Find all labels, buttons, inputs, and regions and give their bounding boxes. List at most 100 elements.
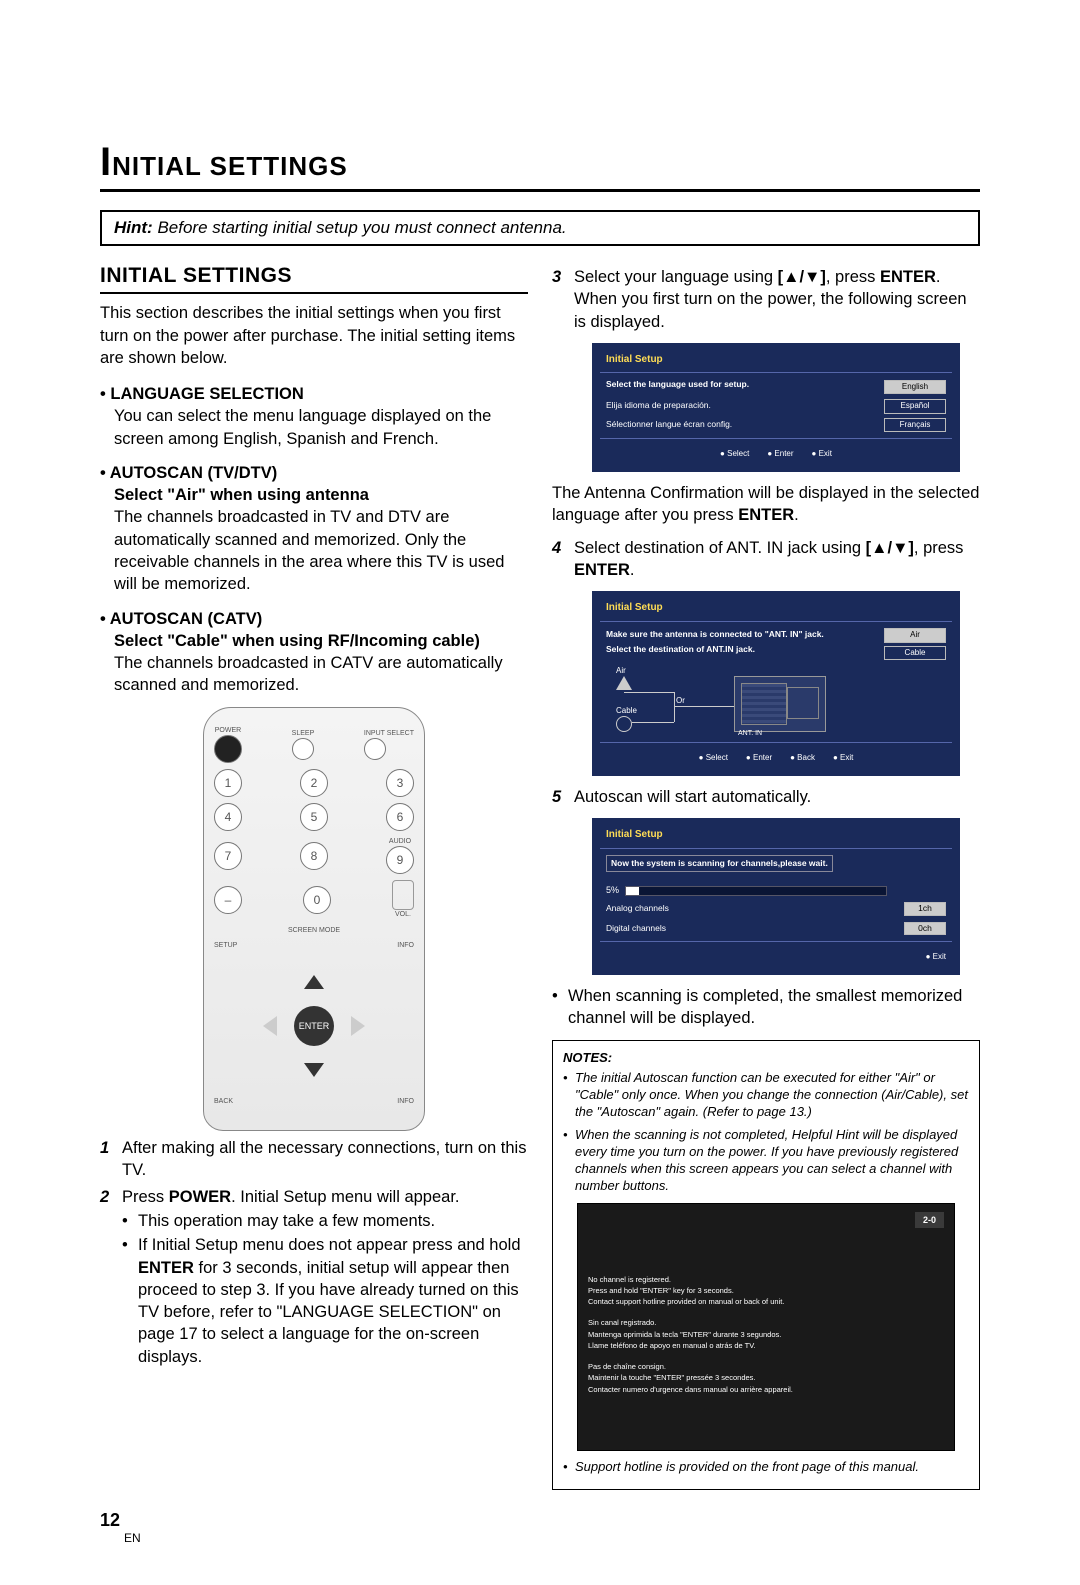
step2-pre: Press	[122, 1188, 169, 1206]
step2-b1: This operation may take a few moments.	[138, 1210, 435, 1232]
remote-info-label: INFO	[397, 941, 414, 950]
helpful-hint-screen: 2-0 No channel is registered.Press and h…	[577, 1203, 955, 1451]
osd2-opt-cable: Cable	[884, 646, 946, 661]
osd1-opt-fr: Français	[884, 418, 946, 433]
osd3-foot-exit: Exit	[926, 952, 946, 963]
step1-num: 1	[100, 1137, 116, 1182]
bullet-dot: •	[122, 1210, 132, 1232]
step5-bullet: When scanning is completed, the smallest…	[568, 985, 980, 1030]
hint-label: Hint:	[114, 218, 153, 237]
osd3-analog-val: 1ch	[904, 902, 946, 915]
chapter-rest: NITIAL SETTINGS	[112, 151, 348, 182]
osd-antenna: Initial Setup Make sure the antenna is c…	[592, 591, 960, 776]
remote-dash: –	[214, 886, 242, 914]
step4-num: 4	[552, 537, 568, 582]
hint-en: No channel is registered. Press and hold …	[588, 1274, 944, 1308]
osd2-opt-air: Air	[884, 628, 946, 643]
step2-b2-bold: ENTER	[138, 1259, 194, 1277]
lang-sel-title: • LANGUAGE SELECTION	[100, 383, 528, 405]
step3-after-text: The Antenna Confirmation will be display…	[552, 482, 980, 527]
step3-after: .	[936, 268, 941, 286]
chapter-rule	[100, 189, 980, 192]
remote-num-4: 4	[214, 803, 242, 831]
step2-post: . Initial Setup menu will appear.	[231, 1188, 459, 1206]
dpad-left-icon	[263, 1016, 277, 1036]
right-column: 3 Select your language using [▲/▼], pres…	[552, 262, 980, 1490]
step5-num: 5	[552, 786, 568, 808]
notes-box: NOTES: •The initial Autoscan function ca…	[552, 1040, 980, 1491]
step2-power: POWER	[169, 1188, 231, 1206]
autoscan-tv-title: • AUTOSCAN (TV/DTV)	[100, 462, 528, 484]
bullet-dot: •	[122, 1234, 132, 1368]
dpad-enter-button: ENTER	[294, 1006, 334, 1046]
step1-text: After making all the necessary connectio…	[122, 1137, 528, 1182]
osd1-foot-enter: Enter	[767, 449, 793, 460]
dpad-down-icon	[304, 1063, 324, 1077]
hint-es2: Mantenga oprimida la tecla "ENTER" duran…	[588, 1330, 781, 1339]
remote-dpad: ENTER	[249, 961, 379, 1091]
step3-mid: , press	[826, 268, 880, 286]
tv-panel-icon	[787, 687, 819, 719]
step2-b2-post: for 3 seconds, initial setup will appear…	[138, 1259, 519, 1366]
osd1-instr: Select the language used for setup.	[606, 379, 749, 390]
notes-n1: The initial Autoscan function can be exe…	[575, 1070, 969, 1121]
step4-mid: , press	[914, 539, 964, 557]
autoscan-tv-sub: Select "Air" when using antenna	[100, 484, 528, 506]
lang-sel-body: You can select the menu language display…	[100, 405, 528, 450]
remote-info2-label: INFO	[397, 1097, 414, 1106]
remote-vol-label: VOL.	[392, 910, 414, 919]
hint-en1: No channel is registered.	[588, 1275, 671, 1284]
intro-text: This section describes the initial setti…	[100, 302, 528, 369]
s3-after-post: .	[794, 506, 799, 524]
remote-setup-label: SETUP	[214, 941, 237, 950]
wire4	[674, 706, 734, 707]
osd3-digital-val: 0ch	[904, 922, 946, 935]
step3-pre: Select your language using	[574, 268, 778, 286]
osd1-title: Initial Setup	[606, 353, 946, 367]
osd-scanning: Initial Setup Now the system is scanning…	[592, 818, 960, 975]
bullet-dot: •	[563, 1070, 571, 1121]
remote-power-label: POWER	[214, 726, 242, 735]
step2-num: 2	[100, 1186, 116, 1368]
osd1-foot-exit: Exit	[812, 449, 832, 460]
remote-input-label: INPUT SELECT	[364, 729, 414, 738]
osd2-foot-exit: Exit	[833, 753, 853, 764]
step4-after: .	[630, 561, 635, 579]
dpad-right-icon	[351, 1016, 365, 1036]
bullet-dot: •	[563, 1127, 571, 1195]
hint-text: Before starting initial setup you must c…	[153, 218, 567, 237]
autoscan-catv-title: • AUTOSCAN (CATV)	[100, 608, 528, 630]
section-title: INITIAL SETTINGS	[100, 262, 528, 294]
step4-keys: [▲/▼]	[866, 539, 914, 557]
remote-audio-label: AUDIO	[386, 837, 414, 846]
remote-num-1: 1	[214, 769, 242, 797]
osd1-foot-select: Select	[720, 449, 749, 460]
s3-after-bold: ENTER	[738, 506, 794, 524]
hint-es1: Sin canal registrado.	[588, 1318, 656, 1327]
diagram-antin: ANT. IN	[738, 729, 762, 738]
step5-text: Autoscan will start automatically.	[574, 786, 980, 808]
page-num-value: 12	[100, 1510, 120, 1530]
antenna-icon	[616, 676, 632, 690]
remote-num-6: 6	[386, 803, 414, 831]
remote-sleep-button	[292, 738, 314, 760]
hint-en3: Contact support hotline provided on manu…	[588, 1297, 784, 1306]
dpad-up-icon	[304, 975, 324, 989]
step2-b2: If Initial Setup menu does not appear pr…	[138, 1234, 528, 1368]
tv-back-icon	[734, 676, 826, 732]
remote-input-button	[364, 738, 386, 760]
step4-pre: Select destination of ANT. IN jack using	[574, 539, 866, 557]
osd2-foot-back: Back	[790, 753, 815, 764]
step3-body: Select your language using [▲/▼], press …	[574, 266, 980, 333]
osd2-instr2: Select the destination of ANT.IN jack.	[606, 644, 824, 655]
tv-vent-icon	[741, 683, 787, 725]
remote-num-8: 8	[300, 842, 328, 870]
hint-en2: Press and hold "ENTER" key for 3 seconds…	[588, 1286, 734, 1295]
chapter-bigcap: I	[100, 140, 112, 185]
osd3-progress-fill	[626, 887, 639, 895]
hint-es3: Llame teléfono de apoyo en manual o atrá…	[588, 1341, 756, 1350]
remote-num-7: 7	[214, 842, 242, 870]
bullet-dot: •	[563, 1459, 571, 1476]
osd3-percent: 5%	[606, 884, 619, 896]
hint-es: Sin canal registrado. Mantenga oprimida l…	[588, 1317, 944, 1351]
